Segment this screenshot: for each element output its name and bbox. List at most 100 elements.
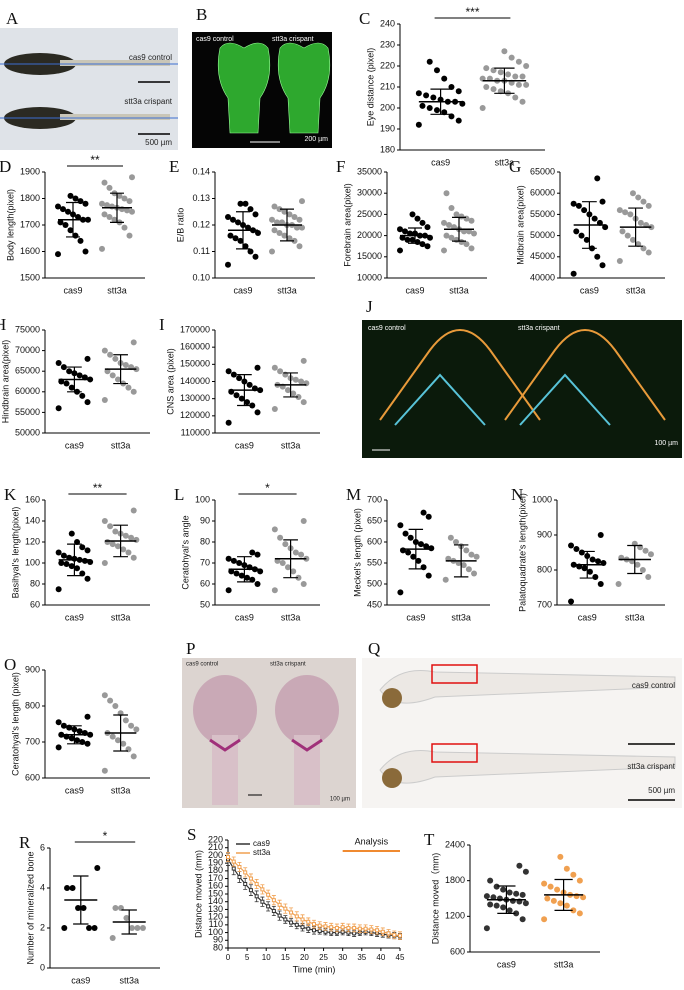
data-point bbox=[67, 227, 74, 234]
data-point bbox=[455, 117, 462, 124]
y-tick-label: 130000 bbox=[180, 393, 210, 403]
data-point bbox=[84, 547, 91, 554]
data-point bbox=[225, 368, 232, 375]
data-point bbox=[312, 922, 316, 927]
data-point bbox=[231, 859, 236, 864]
y-tick-label: 800 bbox=[537, 564, 552, 574]
y-tick-label: 55000 bbox=[15, 407, 40, 417]
scale-bar-label: 500 µm bbox=[145, 138, 172, 147]
data-point bbox=[578, 232, 585, 239]
data-point bbox=[116, 192, 123, 199]
data-point bbox=[286, 211, 293, 218]
data-point bbox=[570, 270, 577, 277]
data-point bbox=[512, 73, 519, 80]
data-point bbox=[637, 219, 644, 226]
data-point bbox=[458, 213, 465, 220]
image-panel-q bbox=[362, 658, 682, 808]
data-point bbox=[426, 105, 433, 111]
data-point bbox=[580, 894, 587, 901]
x-tick-label: cas9 bbox=[580, 285, 599, 295]
data-point bbox=[294, 922, 299, 927]
data-point bbox=[615, 581, 622, 587]
data-point bbox=[68, 384, 75, 391]
data-point bbox=[284, 564, 291, 571]
data-point bbox=[386, 931, 391, 936]
data-point bbox=[238, 572, 245, 579]
y-tick-label: 650 bbox=[367, 515, 382, 525]
data-point bbox=[398, 933, 402, 938]
data-point bbox=[576, 877, 583, 884]
data-point bbox=[271, 203, 278, 210]
y-tick-label: 60 bbox=[200, 578, 210, 588]
error-bar bbox=[113, 354, 128, 385]
data-point bbox=[299, 198, 305, 205]
data-point bbox=[523, 63, 530, 69]
data-point bbox=[407, 534, 414, 541]
y-tick-label: 110 bbox=[209, 919, 223, 929]
data-point bbox=[79, 392, 86, 399]
data-point bbox=[284, 387, 291, 394]
y-tick-label: 130 bbox=[208, 904, 223, 914]
data-point bbox=[55, 405, 62, 412]
data-point bbox=[506, 907, 513, 914]
panel-letter: G bbox=[509, 157, 521, 176]
data-point bbox=[291, 237, 298, 244]
data-point bbox=[254, 581, 261, 587]
data-point bbox=[430, 94, 437, 101]
y-tick-label: 40000 bbox=[530, 272, 555, 282]
data-point bbox=[266, 904, 271, 909]
x-tick-label: cas9 bbox=[63, 285, 82, 295]
error-bar bbox=[67, 543, 82, 577]
data-point bbox=[107, 523, 114, 530]
data-point bbox=[271, 908, 276, 913]
data-point bbox=[82, 200, 89, 207]
y-tick-label: 600 bbox=[450, 946, 465, 956]
data-point bbox=[425, 572, 432, 579]
data-point bbox=[112, 703, 119, 709]
data-point bbox=[236, 560, 243, 566]
data-point bbox=[68, 735, 75, 742]
data-point bbox=[248, 888, 253, 893]
error-bar bbox=[280, 208, 294, 242]
data-point bbox=[442, 576, 449, 583]
panel-letter: J bbox=[366, 297, 373, 316]
y-tick-label: 70 bbox=[200, 557, 210, 567]
data-point bbox=[583, 236, 590, 243]
x-tick-label: cas9 bbox=[65, 440, 84, 450]
data-point bbox=[490, 894, 497, 901]
data-point bbox=[346, 925, 351, 930]
data-point bbox=[541, 880, 548, 887]
y-tick-label: 50000 bbox=[530, 230, 555, 240]
error-bar bbox=[113, 714, 128, 752]
y-tick-label: 1500 bbox=[20, 272, 40, 282]
image-caption: stt3a crispant bbox=[270, 662, 306, 668]
data-point bbox=[266, 892, 271, 897]
y-axis-label: CNS area (pixel) bbox=[165, 348, 175, 415]
data-point bbox=[126, 198, 133, 205]
x-tick-label: cas9 bbox=[65, 785, 84, 795]
data-point bbox=[640, 245, 647, 252]
data-point bbox=[619, 228, 626, 235]
data-point bbox=[134, 925, 141, 931]
data-point bbox=[441, 109, 448, 116]
data-point bbox=[581, 207, 588, 214]
data-point bbox=[230, 371, 237, 378]
data-point bbox=[281, 232, 288, 239]
data-point bbox=[235, 219, 241, 226]
data-point bbox=[290, 568, 297, 575]
data-point bbox=[419, 241, 426, 248]
data-point bbox=[237, 200, 244, 207]
y-tick-label: 100 bbox=[25, 557, 40, 567]
data-point bbox=[86, 925, 93, 931]
data-point bbox=[508, 54, 515, 61]
data-point bbox=[306, 919, 311, 924]
data-point bbox=[471, 230, 477, 237]
data-point bbox=[570, 200, 577, 207]
data-point bbox=[522, 900, 529, 907]
data-point bbox=[63, 561, 70, 568]
data-point bbox=[496, 895, 503, 902]
data-point bbox=[645, 249, 652, 256]
panel-letter: B bbox=[196, 5, 207, 24]
data-point bbox=[283, 906, 288, 911]
data-point bbox=[417, 541, 424, 548]
